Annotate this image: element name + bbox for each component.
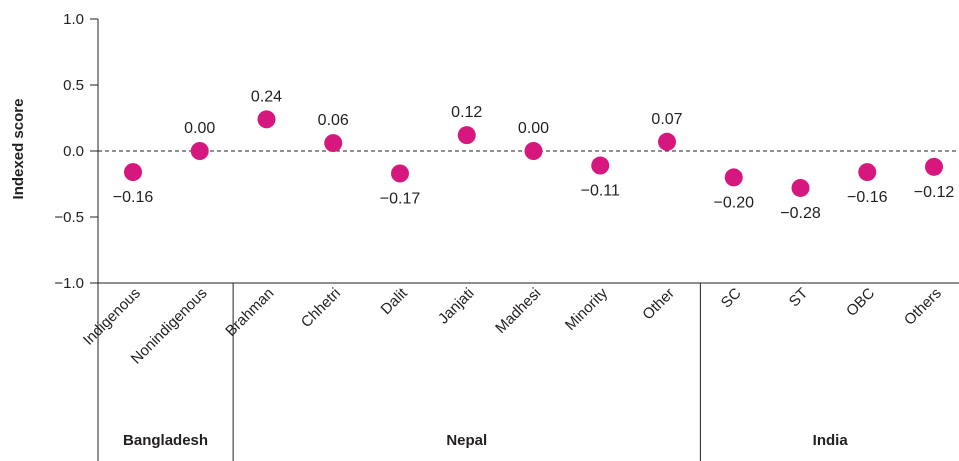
- data-point: [190, 142, 209, 160]
- data-point: [791, 178, 810, 197]
- data-label: −0.11: [581, 183, 620, 200]
- y-tick-label: 0.5: [63, 77, 84, 94]
- data-point: [124, 163, 142, 182]
- y-tick-label: −1.0: [54, 275, 84, 292]
- data-label: −0.17: [380, 190, 421, 207]
- data-point: [925, 157, 943, 176]
- x-tick-label: OBC: [843, 285, 878, 320]
- data-point: [858, 163, 877, 182]
- x-tick-label: Other: [639, 285, 678, 324]
- data-label: 0.00: [518, 120, 549, 137]
- y-axis-title: Indexed score: [10, 99, 27, 200]
- data-label: −0.12: [914, 184, 955, 201]
- data-point: [324, 134, 343, 153]
- data-point: [591, 156, 610, 175]
- x-tick-label: Janjati: [435, 285, 478, 328]
- x-tick-label: Brahman: [222, 285, 277, 340]
- data-label: 0.00: [184, 120, 215, 137]
- data-label: −0.20: [714, 194, 755, 211]
- data-point: [658, 132, 676, 151]
- x-tick-label: Madhesi: [492, 285, 544, 337]
- data-label: 0.24: [251, 88, 282, 105]
- data-point: [524, 142, 543, 160]
- y-tick-label: 1.0: [63, 11, 84, 28]
- x-tick-label: Indigenous: [80, 285, 144, 349]
- data-point: [391, 164, 409, 183]
- data-label: −0.16: [847, 189, 888, 206]
- group-label: India: [813, 432, 849, 449]
- x-tick-label: ST: [786, 285, 812, 311]
- group-layer: Bangladesh Nepal India: [97, 283, 849, 461]
- data-label: −0.16: [113, 189, 154, 206]
- x-tick-label: Minority: [562, 284, 612, 334]
- x-tick-label: Dalit: [378, 284, 412, 318]
- y-tick-label: 0.0: [63, 143, 84, 160]
- data-label: 0.07: [651, 111, 682, 128]
- data-point: [257, 110, 276, 129]
- data-label: 0.12: [451, 104, 482, 121]
- y-tick-label: −0.5: [54, 209, 84, 226]
- x-tick-label: Others: [901, 285, 945, 329]
- group-label: Bangladesh: [123, 432, 208, 449]
- data-point: [724, 168, 743, 187]
- axis-layer: 1.00.50.0−0.5−1.0IndigenousNonindigenous…: [54, 11, 959, 368]
- data-label: −0.28: [780, 205, 821, 222]
- marks-layer: −0.16 0.00 0.24 0.06 −0.17 0.12 0.00 −0.11 0.07 −…: [113, 88, 955, 222]
- x-tick-label: SC: [718, 285, 745, 312]
- data-label: 0.06: [318, 112, 349, 129]
- data-point: [457, 126, 476, 145]
- x-tick-label: Chhetri: [298, 285, 344, 331]
- group-label: Nepal: [446, 432, 487, 449]
